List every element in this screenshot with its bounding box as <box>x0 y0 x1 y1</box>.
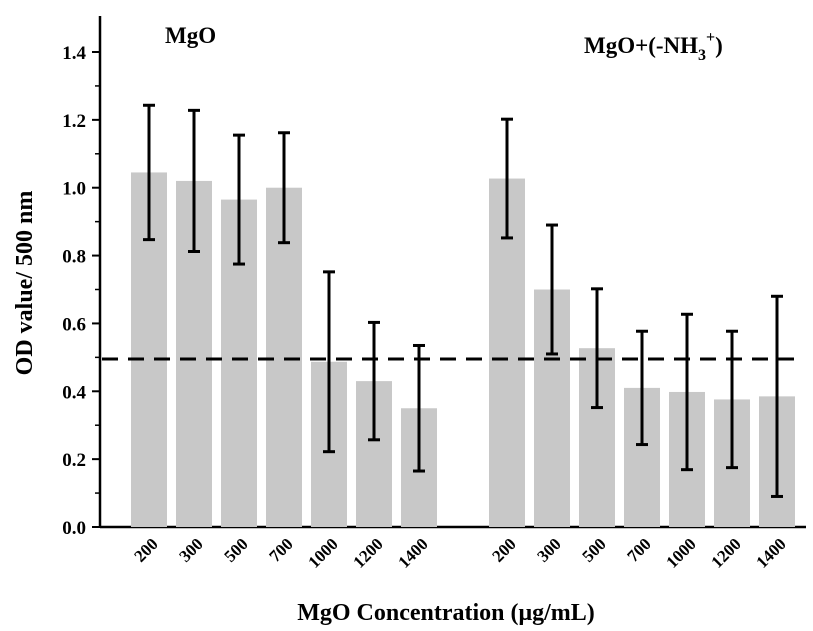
error-bar <box>636 329 648 447</box>
error-bar <box>501 117 513 240</box>
error-bars <box>143 103 783 498</box>
y-tick-label: 0.2 <box>62 450 86 471</box>
x-tick-label: 300 <box>533 534 564 565</box>
group-title-mgo-nh3: MgO+(-NH3+) <box>584 29 723 64</box>
error-bar <box>368 320 380 442</box>
group-title-mgo: MgO <box>165 23 216 48</box>
x-tick-label: 500 <box>578 534 609 565</box>
x-tick-label: 1400 <box>752 534 789 571</box>
error-bar <box>591 287 603 410</box>
x-tick-label: 700 <box>265 534 296 565</box>
y-tick-label: 0.4 <box>62 382 86 403</box>
category-labels: 200 300 500 700 1000 1200 1400 200 300 500 700 1000… <box>130 534 789 571</box>
error-bar <box>278 131 290 245</box>
error-bar <box>771 294 783 498</box>
x-tick-label: 200 <box>488 534 519 565</box>
bar <box>266 187 302 527</box>
error-bar <box>233 133 245 266</box>
x-axis-title: MgO Concentration (μg/mL) <box>297 600 595 626</box>
x-tick-label: 300 <box>175 534 206 565</box>
error-bar <box>726 329 738 470</box>
y-tick-label: 1.2 <box>62 111 86 132</box>
x-tick-label: 500 <box>220 534 251 565</box>
error-bar <box>546 223 558 356</box>
error-bar <box>413 343 425 473</box>
y-tick-label: 1.4 <box>62 43 86 64</box>
x-tick-label: 1400 <box>394 534 431 571</box>
y-axis-title: OD value/ 500 nm <box>12 191 38 376</box>
x-tick-label: 1000 <box>662 534 699 571</box>
x-tick-label: 1200 <box>349 534 386 571</box>
y-tick-label: 1.0 <box>62 179 86 200</box>
error-bar <box>188 108 200 253</box>
error-bar <box>323 270 335 454</box>
y-tick-label: 0.8 <box>62 247 86 268</box>
x-tick-label: 200 <box>130 534 161 565</box>
x-tick-label: 700 <box>623 534 654 565</box>
bars <box>131 172 795 528</box>
x-tick-label: 1000 <box>304 534 341 571</box>
y-tick-label: 0.0 <box>62 518 86 539</box>
x-tick-label: 1200 <box>707 534 744 571</box>
error-bar <box>143 103 155 242</box>
error-bar <box>681 312 693 472</box>
y-tick-label: 0.6 <box>62 314 86 335</box>
